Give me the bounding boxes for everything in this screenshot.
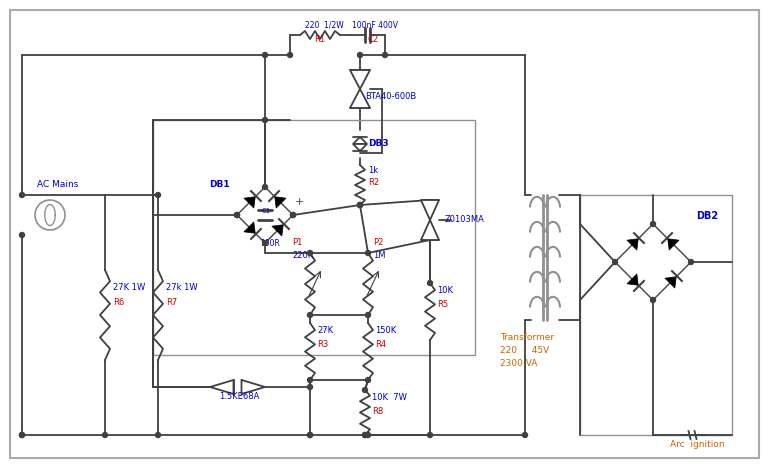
Text: 150K: 150K [375, 326, 396, 335]
Circle shape [612, 259, 618, 264]
Circle shape [308, 385, 312, 389]
Circle shape [19, 233, 25, 237]
Circle shape [362, 388, 368, 393]
Polygon shape [275, 197, 286, 208]
Circle shape [291, 212, 295, 218]
Text: R1: R1 [314, 35, 325, 44]
Circle shape [651, 298, 655, 302]
Polygon shape [272, 225, 283, 236]
Circle shape [362, 432, 368, 438]
Circle shape [262, 117, 268, 123]
Text: C1: C1 [262, 208, 271, 214]
Text: 27k 1W: 27k 1W [166, 283, 198, 292]
Polygon shape [210, 380, 234, 394]
Circle shape [262, 184, 268, 190]
Text: 10K: 10K [437, 286, 453, 295]
Text: Arc  ignition: Arc ignition [671, 440, 725, 449]
Polygon shape [421, 220, 439, 240]
Circle shape [262, 241, 268, 246]
Text: BTA40-600B: BTA40-600B [365, 92, 416, 101]
Polygon shape [421, 200, 439, 220]
Circle shape [288, 52, 292, 58]
Polygon shape [353, 137, 367, 144]
Text: 27K: 27K [317, 326, 333, 335]
Text: DB2: DB2 [696, 211, 718, 221]
Circle shape [262, 52, 268, 58]
Text: 1k: 1k [368, 166, 378, 175]
Polygon shape [241, 380, 265, 394]
Text: 100nF 400V: 100nF 400V [352, 21, 398, 30]
Circle shape [102, 432, 108, 438]
Text: 10K  7W: 10K 7W [372, 393, 407, 402]
Circle shape [235, 212, 239, 218]
Circle shape [365, 432, 371, 438]
Text: R5: R5 [437, 300, 448, 309]
Text: P1: P1 [292, 238, 302, 247]
Circle shape [651, 221, 655, 227]
Text: R8: R8 [372, 407, 383, 416]
Polygon shape [353, 144, 367, 151]
Circle shape [19, 432, 25, 438]
Circle shape [308, 250, 312, 256]
Text: +: + [295, 197, 305, 207]
Circle shape [362, 432, 368, 438]
Circle shape [308, 432, 312, 438]
Circle shape [358, 52, 362, 58]
Text: R7: R7 [166, 298, 177, 307]
Circle shape [358, 203, 362, 207]
Text: C2: C2 [367, 35, 378, 44]
Circle shape [155, 432, 161, 438]
Text: AC Mains: AC Mains [37, 180, 78, 189]
Text: DB3: DB3 [368, 139, 388, 148]
Circle shape [428, 432, 432, 438]
Text: 2300 VA: 2300 VA [500, 359, 538, 368]
Text: 220  1/2W: 220 1/2W [305, 21, 344, 30]
Bar [580, 195, 732, 435]
Circle shape [428, 280, 432, 285]
Circle shape [522, 432, 528, 438]
Polygon shape [667, 239, 679, 250]
Polygon shape [627, 239, 638, 250]
Text: DB1: DB1 [209, 180, 230, 189]
Text: Transformer: Transformer [500, 333, 554, 342]
Polygon shape [665, 277, 676, 288]
Bar [153, 120, 475, 355]
Text: R4: R4 [375, 340, 386, 349]
Circle shape [382, 52, 388, 58]
Circle shape [308, 378, 312, 382]
Polygon shape [627, 274, 638, 285]
Circle shape [365, 378, 371, 382]
Text: R2: R2 [368, 178, 379, 187]
Polygon shape [350, 70, 370, 89]
Text: Z0103MA: Z0103MA [445, 215, 485, 224]
Circle shape [688, 259, 694, 264]
Circle shape [19, 432, 25, 438]
Text: 100R: 100R [260, 239, 280, 248]
Polygon shape [350, 89, 370, 108]
Circle shape [358, 203, 362, 207]
Text: P2: P2 [373, 238, 384, 247]
Text: 1.5KE68A: 1.5KE68A [219, 392, 260, 401]
Text: 220  -  45V: 220 - 45V [500, 346, 549, 355]
Circle shape [358, 203, 362, 207]
Text: 220K: 220K [292, 251, 313, 260]
Circle shape [365, 313, 371, 317]
Text: R3: R3 [317, 340, 328, 349]
Circle shape [155, 192, 161, 197]
Text: 1M: 1M [373, 251, 385, 260]
Circle shape [308, 432, 312, 438]
Circle shape [308, 313, 312, 317]
Circle shape [291, 212, 295, 218]
Circle shape [19, 192, 25, 197]
Polygon shape [244, 197, 255, 208]
Text: 27K 1W: 27K 1W [113, 283, 145, 292]
Circle shape [235, 212, 239, 218]
Circle shape [365, 250, 371, 256]
Text: R6: R6 [113, 298, 125, 307]
Polygon shape [244, 222, 255, 233]
